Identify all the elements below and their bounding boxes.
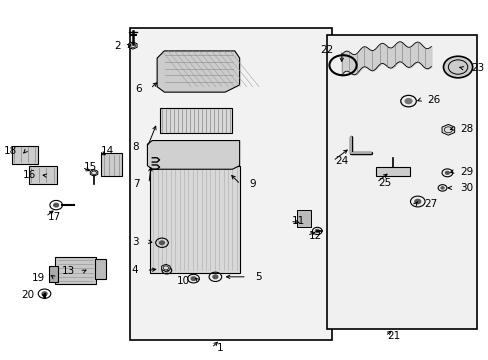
Circle shape bbox=[191, 277, 196, 280]
Bar bbox=[130, 28, 331, 339]
Polygon shape bbox=[149, 166, 239, 273]
Text: 18: 18 bbox=[4, 145, 17, 156]
Text: 17: 17 bbox=[47, 212, 61, 221]
Circle shape bbox=[159, 241, 164, 244]
Text: 28: 28 bbox=[460, 124, 473, 134]
Text: 10: 10 bbox=[177, 276, 190, 286]
Text: 15: 15 bbox=[84, 162, 97, 172]
Bar bbox=[296, 211, 311, 226]
Text: 19: 19 bbox=[32, 273, 45, 283]
Text: 7: 7 bbox=[133, 179, 140, 189]
Text: 22: 22 bbox=[320, 45, 333, 55]
Circle shape bbox=[212, 275, 217, 279]
Circle shape bbox=[445, 171, 448, 174]
Polygon shape bbox=[157, 51, 239, 92]
Polygon shape bbox=[162, 264, 170, 271]
Text: 14: 14 bbox=[101, 146, 114, 156]
Text: 8: 8 bbox=[132, 142, 139, 152]
Text: 1: 1 bbox=[217, 343, 223, 353]
Circle shape bbox=[405, 99, 411, 104]
Polygon shape bbox=[375, 167, 408, 176]
Bar bbox=[101, 153, 122, 176]
Circle shape bbox=[440, 187, 443, 189]
Text: 26: 26 bbox=[427, 95, 440, 105]
Text: 3: 3 bbox=[132, 237, 139, 247]
Text: 5: 5 bbox=[255, 272, 262, 282]
Text: 16: 16 bbox=[22, 170, 36, 180]
Text: 12: 12 bbox=[308, 231, 322, 240]
Text: 13: 13 bbox=[61, 266, 75, 276]
Text: 21: 21 bbox=[386, 331, 400, 341]
Bar bbox=[95, 259, 105, 279]
Bar bbox=[326, 35, 476, 329]
Polygon shape bbox=[128, 42, 137, 49]
Text: 25: 25 bbox=[378, 177, 391, 188]
Circle shape bbox=[414, 199, 420, 204]
Text: 30: 30 bbox=[460, 183, 473, 193]
Bar bbox=[28, 166, 57, 184]
Bar bbox=[55, 257, 96, 284]
Text: 6: 6 bbox=[135, 84, 142, 94]
Circle shape bbox=[315, 229, 319, 232]
Text: 11: 11 bbox=[292, 216, 305, 226]
Polygon shape bbox=[90, 170, 98, 176]
Circle shape bbox=[164, 269, 168, 272]
Circle shape bbox=[54, 203, 59, 207]
Polygon shape bbox=[441, 125, 454, 135]
Polygon shape bbox=[147, 140, 239, 169]
Circle shape bbox=[42, 292, 47, 296]
Bar bbox=[12, 146, 38, 164]
Text: 27: 27 bbox=[423, 199, 436, 210]
Text: 2: 2 bbox=[114, 41, 121, 50]
Text: 24: 24 bbox=[334, 156, 347, 166]
Text: 20: 20 bbox=[21, 291, 35, 301]
Circle shape bbox=[443, 56, 472, 78]
Bar bbox=[49, 266, 58, 282]
Polygon shape bbox=[159, 108, 232, 134]
Text: 4: 4 bbox=[131, 265, 138, 275]
Text: 29: 29 bbox=[460, 167, 473, 177]
Text: 23: 23 bbox=[471, 63, 484, 73]
Text: 9: 9 bbox=[249, 179, 255, 189]
